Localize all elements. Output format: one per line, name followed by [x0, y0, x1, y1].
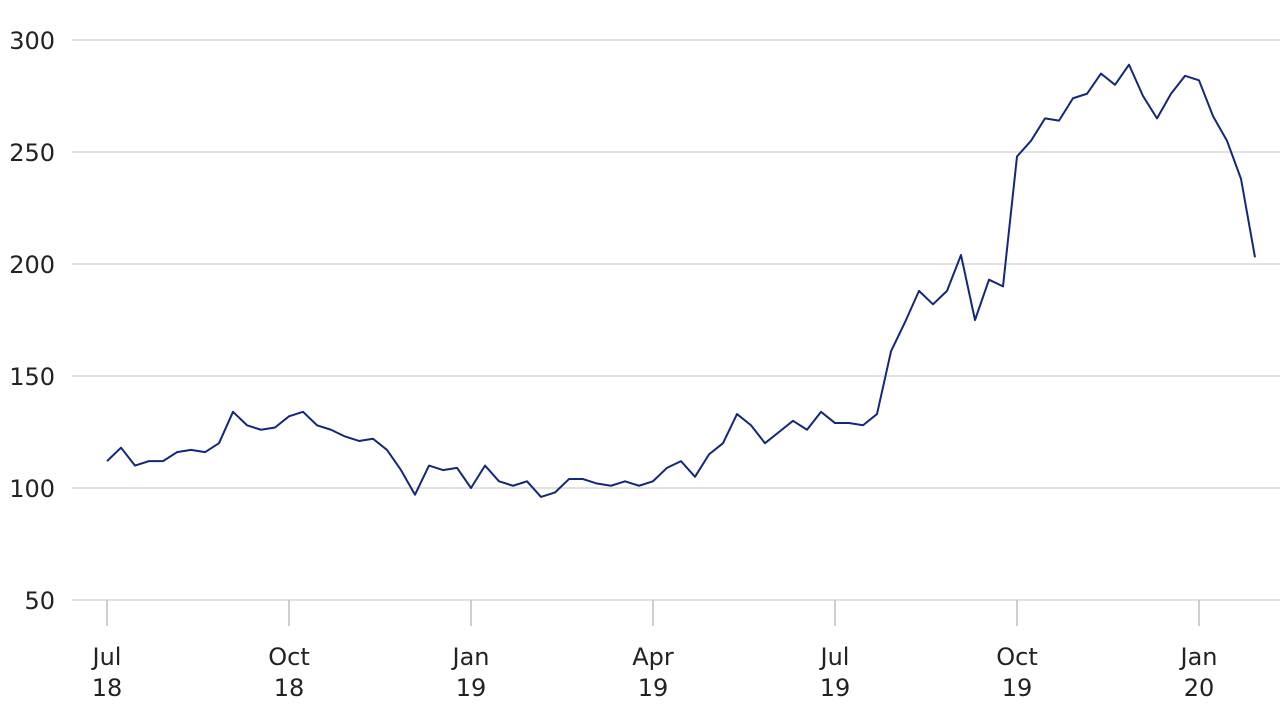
y-tick-label: 100 — [9, 475, 55, 503]
y-tick-label: 50 — [24, 587, 55, 615]
x-tick-label-line: Oct — [996, 643, 1038, 671]
x-tick-label-line: 18 — [92, 674, 123, 702]
x-tick-label: Jan 20 — [1179, 643, 1218, 702]
x-tick-label-line: Jul — [819, 643, 850, 671]
x-tick-label: Jul 19 — [819, 643, 851, 702]
x-tick-label-line: Oct — [268, 643, 310, 671]
x-tick-label: Jul 18 — [91, 643, 123, 702]
x-tick-label-line: 20 — [1184, 674, 1215, 702]
x-tick-label-line: 18 — [274, 674, 305, 702]
x-tick-label: Oct 18 — [268, 643, 310, 702]
x-tick-label-line: 19 — [1002, 674, 1033, 702]
x-tick-label: Oct 19 — [996, 643, 1038, 702]
x-tick-label-line: 19 — [820, 674, 851, 702]
y-tick-label: 150 — [9, 363, 55, 391]
x-tick-label-line: Jul — [91, 643, 122, 671]
y-tick-label: 250 — [9, 139, 55, 167]
x-tick-label-line: 19 — [456, 674, 487, 702]
x-tick-label: Apr 19 — [632, 643, 674, 702]
y-tick-label: 300 — [9, 27, 55, 55]
x-tick-label-line: Apr — [632, 643, 674, 671]
x-tick-label-line: Jan — [1179, 643, 1218, 671]
x-tick-label-line: Jan — [451, 643, 490, 671]
line-series — [106, 63, 1256, 498]
x-tick-label-line: 19 — [638, 674, 669, 702]
x-tick-label: Jan 19 — [451, 643, 490, 702]
y-tick-label: 200 — [9, 251, 55, 279]
